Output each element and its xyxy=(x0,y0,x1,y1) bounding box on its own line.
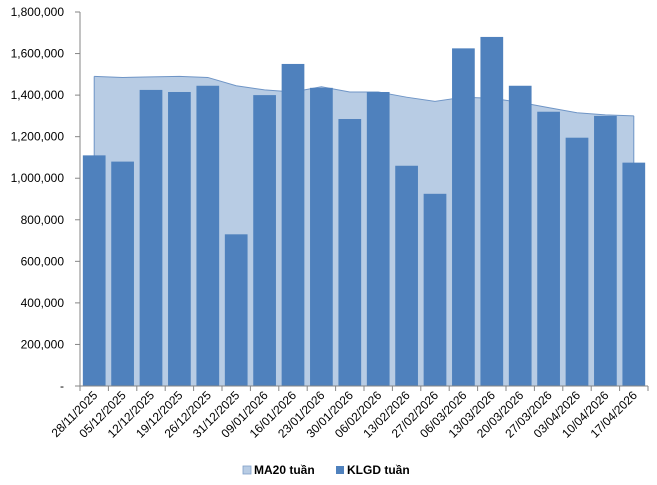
bar-klgd xyxy=(281,63,305,386)
legend-label-klgd: KLGD tuần xyxy=(347,463,410,477)
bar-klgd xyxy=(480,36,504,386)
bar-klgd xyxy=(338,119,362,386)
plot-area xyxy=(82,36,646,387)
bar-klgd xyxy=(452,48,475,386)
bar-klgd xyxy=(224,234,248,386)
bar-klgd xyxy=(82,155,106,386)
bar-klgd xyxy=(139,89,163,387)
legend: MA20 tuần KLGD tuần xyxy=(242,463,410,477)
y-tick-label: 800,000 xyxy=(21,213,65,227)
bar-klgd xyxy=(111,161,134,386)
bar-klgd xyxy=(168,91,191,386)
legend-item-klgd: KLGD tuần xyxy=(336,463,410,477)
y-tick-label: 1,200,000 xyxy=(11,130,65,144)
bar-klgd xyxy=(508,85,532,386)
legend-label-ma20: MA20 tuần xyxy=(254,463,315,477)
bar-klgd xyxy=(622,162,646,386)
y-tick-label: 1,600,000 xyxy=(11,47,65,61)
y-tick-label: 1,000,000 xyxy=(11,171,65,185)
bar-klgd xyxy=(310,87,333,386)
bar-klgd xyxy=(594,115,617,386)
legend-swatch-ma20 xyxy=(242,465,252,475)
bar-klgd xyxy=(366,91,390,386)
bar-klgd xyxy=(565,137,589,386)
bar-klgd xyxy=(537,111,560,386)
legend-swatch-klgd xyxy=(336,466,344,474)
y-axis: - 200,000 400,000 600,000 800,000 1,000,000 1,… xyxy=(11,5,81,393)
y-tick-label: - xyxy=(60,379,64,393)
y-tick-label: 600,000 xyxy=(21,254,65,268)
y-tick-label: 400,000 xyxy=(21,296,65,310)
bar-klgd xyxy=(253,95,276,386)
y-tick-label: 1,400,000 xyxy=(11,88,65,102)
bar-klgd xyxy=(423,193,447,386)
ma20-line xyxy=(94,75,634,117)
bar-klgd xyxy=(196,85,220,386)
bar-klgd xyxy=(395,165,418,386)
x-axis: 28/11/202505/12/202512/12/202519/12/2025… xyxy=(49,385,649,441)
y-tick-label: 1,800,000 xyxy=(11,5,65,19)
legend-item-ma20: MA20 tuần xyxy=(242,463,315,477)
y-tick-label: 200,000 xyxy=(21,337,65,351)
